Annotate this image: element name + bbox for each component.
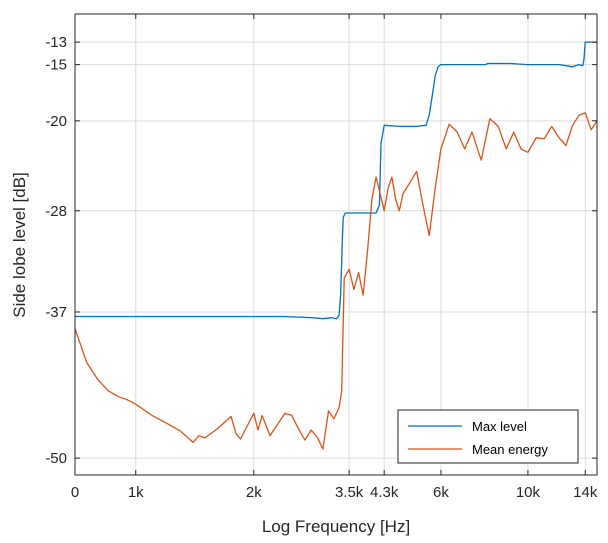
legend-box	[397, 409, 579, 464]
legend-label-mean-energy: Mean energy	[472, 442, 548, 457]
legend: Max level Mean energy	[397, 409, 579, 464]
tick-labels: 0 1k 2k 3.5k 4.3k 6k 10k 14k -13 -15 -20 -28 -37 -50	[45, 34, 598, 501]
x-tick-label: 4.3k	[370, 484, 399, 501]
x-axis-title: Log Frequency [Hz]	[262, 517, 410, 536]
x-tick-label: 10k	[516, 484, 541, 501]
x-tick-label: 1k	[128, 484, 144, 501]
x-tick-label: 6k	[433, 484, 449, 501]
legend-label-max-level: Max level	[472, 419, 527, 434]
x-tick-label: 14k	[573, 484, 598, 501]
ticks	[74, 14, 597, 475]
plot-background	[75, 14, 597, 475]
x-tick-label: 2k	[246, 484, 262, 501]
y-tick-label: -13	[45, 34, 67, 51]
y-axis-title: Side lobe level [dB]	[10, 172, 29, 318]
y-tick-label: -37	[45, 304, 67, 321]
series-line-mean-energy	[74, 112, 598, 450]
y-tick-label: -15	[45, 57, 67, 74]
y-tick-label: -28	[45, 203, 67, 220]
plot-lines	[74, 41, 598, 450]
x-tick-label: 0	[71, 484, 79, 501]
plot-frame	[74, 13, 598, 476]
y-tick-label: -20	[45, 113, 67, 130]
x-tick-label: 3.5k	[335, 484, 364, 501]
series-line-max-level	[75, 41, 597, 320]
y-tick-label: -50	[45, 450, 67, 467]
